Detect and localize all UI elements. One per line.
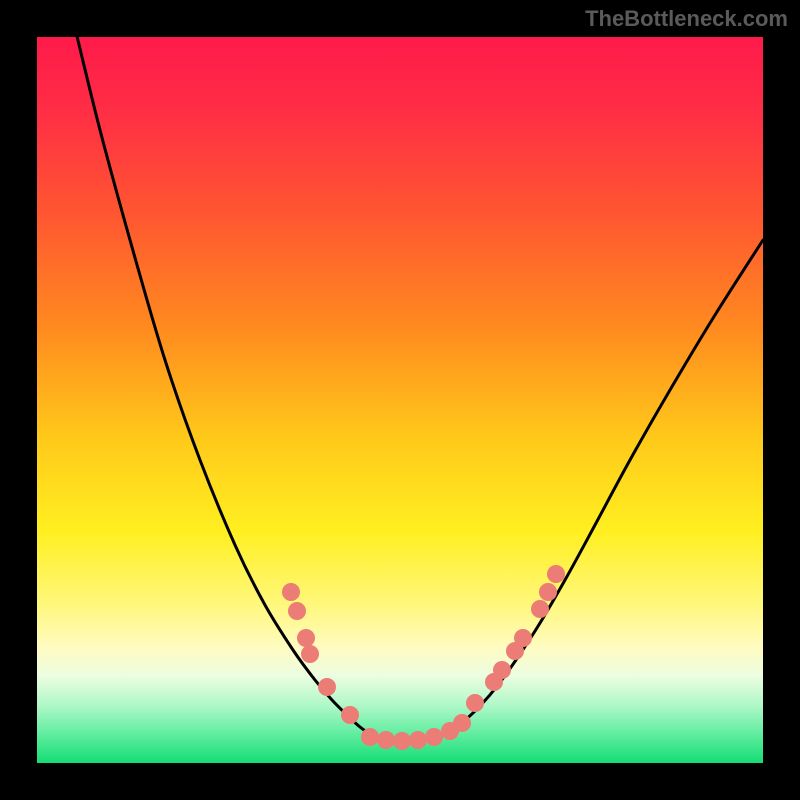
bottleneck-curve — [75, 28, 763, 742]
marker-group-bottom — [361, 714, 471, 750]
data-point-marker — [341, 706, 359, 724]
data-point-marker — [361, 728, 379, 746]
data-point-marker — [297, 629, 315, 647]
data-point-marker — [409, 731, 427, 749]
marker-group-right — [466, 565, 565, 712]
data-point-marker — [377, 731, 395, 749]
gradient-rect — [37, 37, 763, 763]
data-point-marker — [318, 678, 336, 696]
data-point-marker — [301, 645, 319, 663]
data-point-marker — [514, 629, 532, 647]
data-point-marker — [539, 583, 557, 601]
data-point-marker — [466, 694, 484, 712]
chart-svg — [0, 0, 800, 800]
data-point-marker — [531, 600, 549, 618]
data-point-marker — [425, 728, 443, 746]
data-point-marker — [493, 661, 511, 679]
data-point-marker — [453, 714, 471, 732]
data-point-marker — [547, 565, 565, 583]
data-point-marker — [282, 583, 300, 601]
data-point-marker — [393, 732, 411, 750]
watermark-text: TheBottleneck.com — [585, 6, 788, 32]
data-point-marker — [288, 602, 306, 620]
